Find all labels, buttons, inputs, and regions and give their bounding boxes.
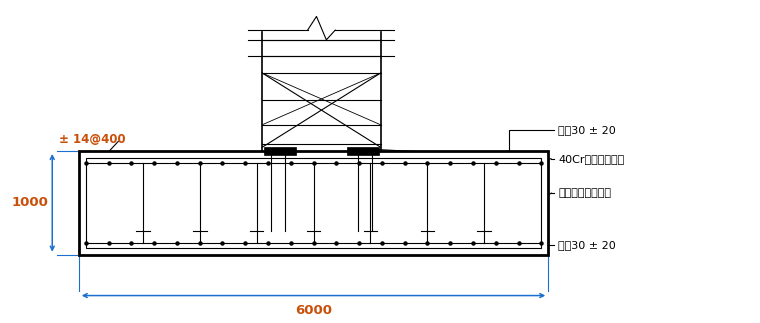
Bar xyxy=(79,151,548,255)
Text: ± 14@400: ± 14@400 xyxy=(59,133,125,146)
Text: 双向30 ± 20: 双向30 ± 20 xyxy=(558,240,616,250)
Bar xyxy=(264,147,296,155)
Text: 6000: 6000 xyxy=(295,304,332,317)
Text: 塔吊专用定位钢板: 塔吊专用定位钢板 xyxy=(558,188,611,198)
Bar xyxy=(86,158,541,248)
Text: 40Cr塔吊专用螺栓: 40Cr塔吊专用螺栓 xyxy=(558,154,624,164)
Bar xyxy=(347,147,378,155)
Text: 1000: 1000 xyxy=(11,196,49,209)
Text: 双向30 ± 20: 双向30 ± 20 xyxy=(558,125,616,135)
